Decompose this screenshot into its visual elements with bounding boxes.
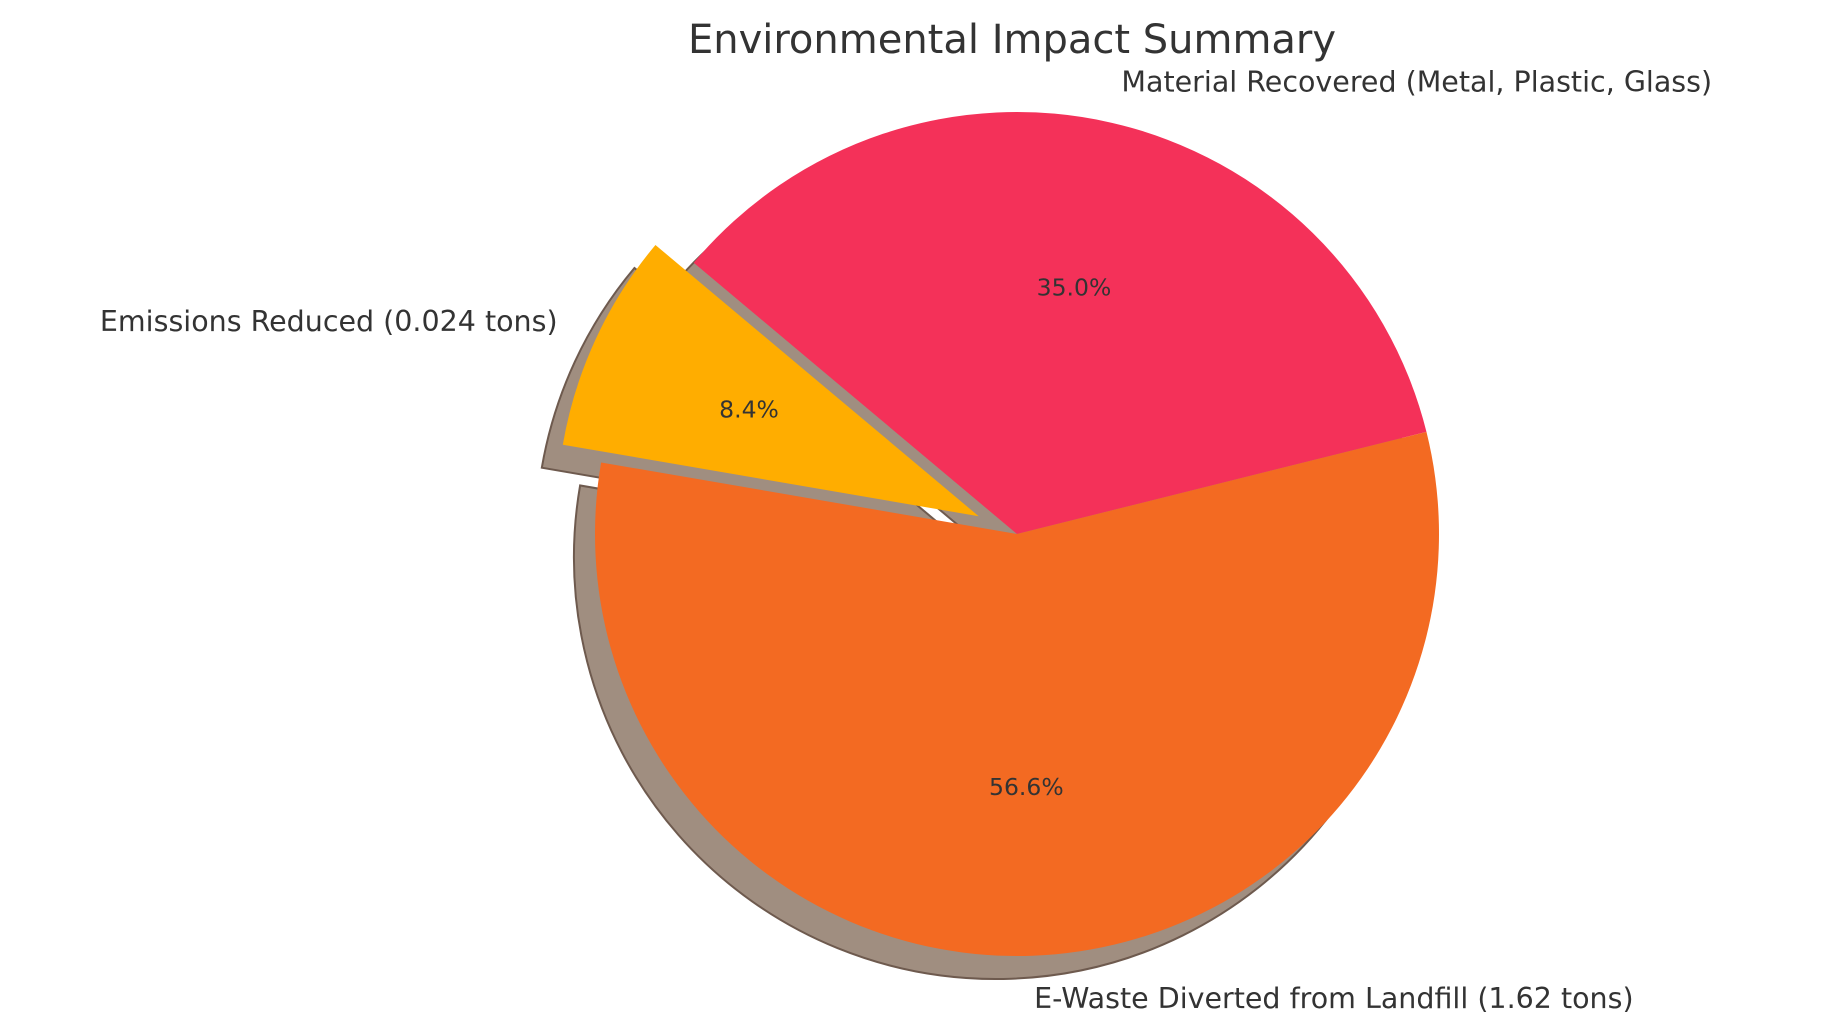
percent-label-e-waste: 56.6% bbox=[989, 773, 1064, 801]
percent-label-emissions: 8.4% bbox=[719, 396, 779, 424]
slice-emissions bbox=[562, 244, 979, 517]
slice-label-material: Material Recovered (Metal, Plastic, Glas… bbox=[1121, 66, 1712, 99]
percent-label-material: 35.0% bbox=[1037, 273, 1112, 301]
slice-material bbox=[693, 111, 1427, 534]
slice-label-emissions: Emissions Reduced (0.024 tons) bbox=[100, 305, 558, 338]
label-layer: 35.0% Material Recovered (Metal, Plastic,… bbox=[100, 66, 1712, 1015]
chart-title: Environmental Impact Summary bbox=[688, 17, 1336, 63]
slice-e-waste bbox=[595, 431, 1439, 956]
slice-layer bbox=[562, 111, 1439, 956]
slice-label-e-waste: E-Waste Diverted from Landfill (1.62 ton… bbox=[1034, 982, 1633, 1015]
